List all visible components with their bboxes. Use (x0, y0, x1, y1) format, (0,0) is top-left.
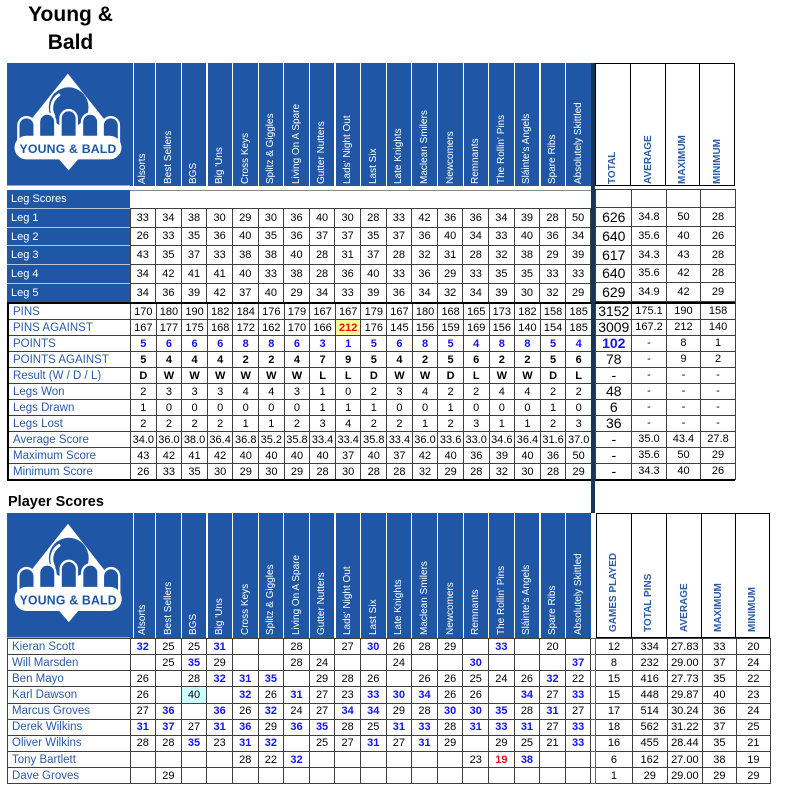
svg-text:YOUNG & BALD: YOUNG & BALD (20, 142, 117, 156)
svg-text:YOUNG & BALD: YOUNG & BALD (20, 593, 117, 607)
